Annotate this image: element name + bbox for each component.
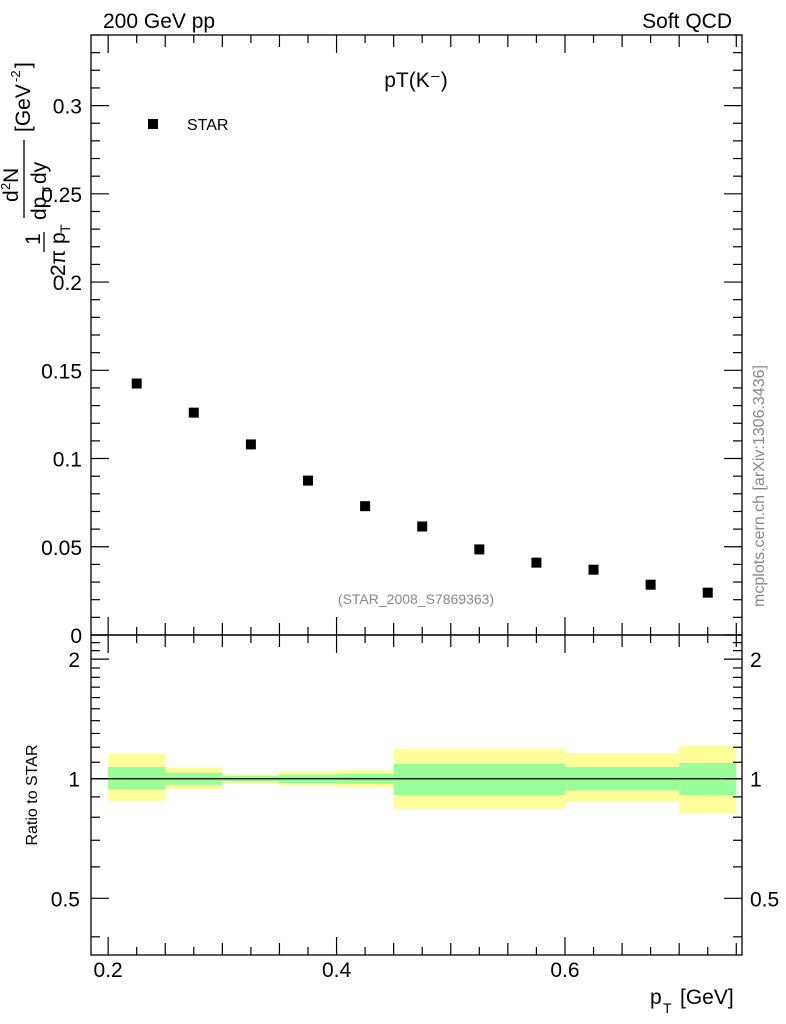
y-tick-label-main: 0.15	[41, 360, 82, 383]
watermark-label: mcplots.cern.ch [arXiv:1306.3436]	[751, 365, 768, 607]
svg-text:2: 2	[0, 183, 13, 190]
svg-text:p: p	[650, 986, 662, 1009]
svg-text:[GeV: [GeV	[12, 84, 35, 132]
svg-text:dp: dp	[28, 197, 51, 220]
legend: STAR	[148, 117, 228, 134]
legend-label-star: STAR	[187, 117, 228, 134]
y-axis-label: 1 2π p T d 2 N dp T dy [GeV -2 ]	[0, 62, 73, 276]
y-tick-label-ratio-right: 2	[750, 649, 762, 672]
x-tick-label: 0.2	[94, 959, 123, 982]
svg-text:1: 1	[22, 233, 45, 245]
svg-text:T: T	[663, 1000, 672, 1016]
data-points	[131, 378, 713, 598]
ratio-plot: 0.2 0.4 0.6 0.5 0.5 1 1 2 2 Ratio to STAR p T [G…	[24, 634, 779, 1016]
y-tick-label-ratio-right: 0.5	[750, 888, 779, 911]
reference-label: (STAR_2008_S7869363)	[338, 591, 494, 607]
y-tick-label-ratio: 2	[68, 649, 80, 672]
data-point-star	[417, 521, 428, 532]
svg-text:T: T	[57, 224, 73, 233]
y-tick-label-main: 0.1	[53, 449, 82, 472]
data-point-star	[645, 579, 656, 590]
y-tick-label-main: 0.3	[53, 96, 82, 119]
data-point-star	[245, 439, 256, 450]
ratio-y-axis-label: Ratio to STAR	[24, 744, 41, 845]
svg-text:]: ]	[12, 62, 35, 68]
y-tick-label-ratio-right: 1	[750, 769, 762, 792]
y-tick-label-main: 0.05	[41, 537, 82, 560]
data-point-star	[360, 501, 371, 512]
x-tick-label: 0.6	[550, 959, 579, 982]
svg-text:2π p: 2π p	[47, 232, 70, 276]
main-axis-ticks: 0 0.05 0.1 0.15 0.2 0.25 0.3	[41, 34, 742, 648]
svg-text:T: T	[39, 186, 55, 195]
header-left-label: 200 GeV pp	[103, 10, 215, 33]
svg-text:-2: -2	[8, 70, 23, 82]
x-tick-label: 0.4	[322, 959, 352, 982]
main-plot: 0 0.05 0.1 0.15 0.2 0.25 0.3 pT(K⁻) STAR (STAR…	[0, 34, 743, 648]
ratio-plot-frame	[90, 634, 743, 956]
svg-text:dy: dy	[28, 161, 51, 184]
data-point-star	[702, 587, 713, 598]
y-tick-label-main: 0.2	[53, 272, 82, 295]
data-point-star	[531, 557, 542, 568]
y-tick-label-main: 0	[70, 625, 82, 648]
data-point-star	[474, 544, 485, 555]
data-point-star	[303, 475, 313, 486]
data-point-star	[588, 564, 599, 575]
y-tick-label-main: 0.25	[41, 184, 82, 207]
ratio-bands	[108, 745, 737, 813]
ratio-band-inner	[393, 763, 565, 795]
svg-text:[GeV]: [GeV]	[680, 986, 734, 1009]
header-right-label: Soft QCD	[642, 10, 732, 33]
plot-title: pT(K⁻)	[384, 69, 448, 92]
y-tick-label-ratio: 0.5	[51, 888, 80, 911]
x-axis-label: p T [GeV]	[650, 986, 734, 1016]
svg-text:d: d	[0, 190, 23, 202]
svg-text:N: N	[0, 168, 23, 183]
ratio-axis-ticks: 0.2 0.4 0.6 0.5 0.5 1 1 2 2	[51, 635, 779, 982]
data-point-star	[188, 407, 199, 418]
data-point-star	[131, 378, 142, 389]
legend-marker	[148, 119, 158, 129]
y-tick-label-ratio: 1	[68, 769, 80, 792]
